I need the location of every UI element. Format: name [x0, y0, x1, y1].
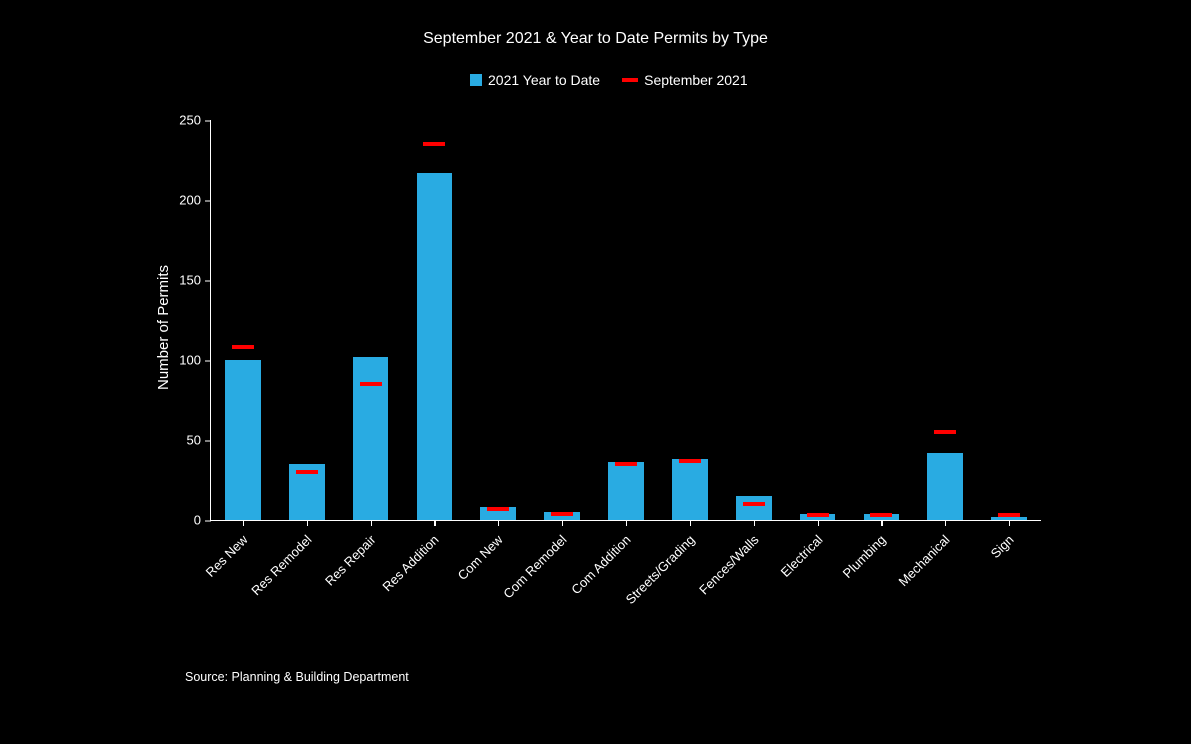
marker [296, 470, 318, 474]
bar [927, 453, 963, 520]
x-tick [754, 520, 755, 526]
plot-area: 050100150200250 [210, 120, 1041, 521]
source-text: Source: Planning & Building Department [185, 670, 409, 684]
x-tick [690, 520, 691, 526]
y-tick: 150 [179, 273, 211, 288]
y-tick: 200 [179, 193, 211, 208]
chart-title: September 2021 & Year to Date Permits by… [0, 30, 1191, 48]
marker [743, 502, 765, 506]
x-tick-label: Sign [907, 532, 1017, 642]
y-tick: 50 [187, 433, 211, 448]
x-tick [818, 520, 819, 526]
bar [225, 360, 261, 520]
x-tick [1009, 520, 1010, 526]
marker [807, 513, 829, 517]
x-tick [881, 520, 882, 526]
x-tick [945, 520, 946, 526]
x-tick [243, 520, 244, 526]
y-tick: 100 [179, 353, 211, 368]
marker [870, 513, 892, 517]
bar [417, 173, 453, 520]
legend-label-ytd: 2021 Year to Date [488, 72, 600, 88]
x-tick [434, 520, 435, 526]
chart-legend: 2021 Year to Date September 2021 [470, 72, 748, 88]
x-tick-label: Com Addition [524, 532, 634, 642]
y-axis-label: Number of Permits [155, 265, 172, 390]
x-tick-label: Res New [141, 532, 251, 642]
x-tick [371, 520, 372, 526]
bar [991, 517, 1027, 520]
y-tick: 250 [179, 113, 211, 128]
x-tick-label: Electrical [716, 532, 826, 642]
bar [672, 459, 708, 520]
legend-item-month: September 2021 [622, 72, 748, 88]
chart-container: September 2021 & Year to Date Permits by… [0, 0, 1191, 744]
y-tick: 0 [194, 513, 211, 528]
marker [998, 513, 1020, 517]
x-tick [562, 520, 563, 526]
x-tick-label: Res Repair [269, 532, 379, 642]
x-tick-label: Res Remodel [205, 532, 315, 642]
legend-swatch-bar [470, 74, 482, 86]
x-tick [498, 520, 499, 526]
marker [615, 462, 637, 466]
x-tick-label: Res Addition [332, 532, 442, 642]
legend-label-month: September 2021 [644, 72, 748, 88]
marker [232, 345, 254, 349]
legend-item-ytd: 2021 Year to Date [470, 72, 600, 88]
x-tick-label: Streets/Grading [588, 532, 698, 642]
legend-swatch-line [622, 78, 638, 82]
marker [679, 459, 701, 463]
marker [934, 430, 956, 434]
marker [487, 507, 509, 511]
bar [608, 462, 644, 520]
x-tick [626, 520, 627, 526]
marker [423, 142, 445, 146]
x-tick [307, 520, 308, 526]
x-tick-label: Plumbing [779, 532, 889, 642]
x-tick-label: Fences/Walls [652, 532, 762, 642]
marker [551, 512, 573, 516]
bar [736, 496, 772, 520]
marker [360, 382, 382, 386]
